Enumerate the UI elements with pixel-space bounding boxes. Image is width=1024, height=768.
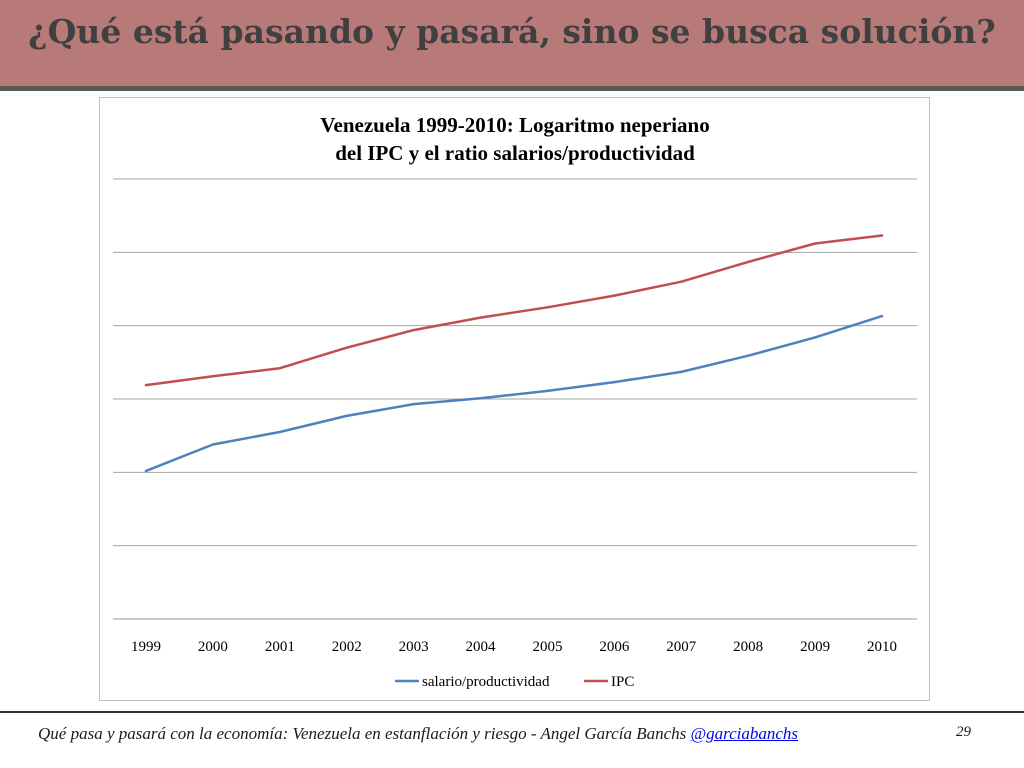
slide-title: ¿Qué está pasando y pasará, sino se busc… — [28, 12, 996, 51]
data-point — [613, 294, 616, 297]
data-point — [680, 370, 683, 374]
data-point — [546, 389, 549, 393]
page-number: 29 — [956, 724, 971, 740]
chart-series — [144, 234, 884, 473]
header-divider — [0, 86, 1024, 91]
chart-title: Venezuela 1999-2010: Logaritmo neperiano… — [100, 111, 930, 167]
data-point — [746, 354, 750, 357]
x-tick-label: 2000 — [198, 639, 228, 655]
chart-title-line-2: del IPC y el ratio salarios/productivida… — [335, 141, 695, 165]
footer-twitter-link[interactable]: @garciabanchs — [690, 724, 799, 743]
data-point — [880, 234, 884, 237]
data-point — [144, 383, 148, 387]
data-point — [278, 430, 282, 434]
data-point — [746, 260, 750, 264]
x-tick-label: 2003 — [399, 639, 429, 655]
chart-title-line-1: Venezuela 1999-2010: Logaritmo neperiano — [320, 113, 710, 137]
series-line-salario-productividad — [144, 314, 884, 473]
x-tick-label: 2006 — [599, 639, 630, 655]
x-tick-label: 2008 — [733, 639, 763, 655]
x-axis-tick-labels: 1999 2000 2001 2002 2003 2004 2005 2006 2007 2008… — [131, 639, 897, 655]
data-point — [546, 306, 549, 309]
data-point — [345, 414, 348, 418]
data-point — [479, 397, 482, 400]
x-tick-label: 1999 — [131, 639, 161, 655]
data-point — [880, 314, 884, 318]
x-tick-label: 2001 — [265, 639, 295, 655]
x-tick-label: 2004 — [466, 639, 497, 655]
x-tick-label: 2010 — [867, 639, 897, 655]
slide-header: ¿Qué está pasando y pasará, sino se busc… — [0, 0, 1024, 86]
legend-label: IPC — [611, 674, 634, 690]
data-point — [211, 443, 215, 446]
data-point — [144, 469, 148, 473]
x-tick-label: 2002 — [332, 639, 362, 655]
legend-label: salario/productividad — [422, 674, 550, 690]
data-point — [278, 367, 282, 370]
data-point — [345, 346, 348, 349]
chart-legend: salario/productividad IPC — [395, 674, 634, 690]
data-point — [479, 316, 482, 319]
x-tick-label: 2005 — [532, 639, 562, 655]
data-point — [412, 328, 415, 332]
data-point — [211, 375, 215, 378]
series-line-ipc — [144, 234, 884, 387]
data-point — [613, 380, 616, 384]
data-point — [813, 336, 817, 339]
data-point — [813, 242, 817, 245]
data-point — [680, 280, 683, 283]
x-tick-label: 2007 — [666, 639, 697, 655]
footer: Qué pasa y pasará con la economía: Venez… — [38, 724, 798, 744]
chart-gridlines — [113, 178, 917, 620]
x-tick-label: 2009 — [800, 639, 830, 655]
data-point — [412, 402, 415, 406]
footer-divider — [0, 711, 1024, 713]
footer-citation: Qué pasa y pasará con la economía: Venez… — [38, 724, 687, 743]
